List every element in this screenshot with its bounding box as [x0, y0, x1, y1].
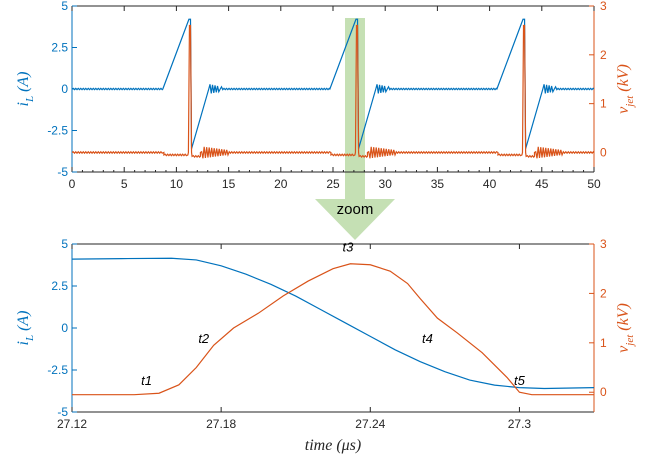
right-y-axis-label-sub: jet — [624, 334, 636, 348]
left-y-axis-label-sub: L — [24, 335, 36, 342]
zoom-arrow — [315, 18, 395, 240]
left-y-tick-label: 2.5 — [51, 279, 68, 293]
x-tick-label: 5 — [121, 177, 128, 191]
x-tick-label: 27.24 — [355, 417, 385, 431]
annotation-t5: t5 — [514, 373, 526, 388]
left-y-axis-label-main: i — [15, 341, 32, 345]
x-tick-label: 10 — [170, 177, 184, 191]
right-y-axis-label-unit: (kV) — [615, 64, 632, 96]
annotation-t3: t3 — [342, 239, 354, 254]
x-tick-label: 15 — [222, 177, 236, 191]
left-y-tick-label: 5 — [61, 237, 68, 251]
right-y-axis-label-sub: jet — [624, 95, 636, 109]
annotation-t4: t4 — [422, 331, 433, 346]
left-y-axis-label: iL (A) — [15, 71, 36, 106]
annotation-t2: t2 — [198, 331, 210, 346]
right-y-tick-label: 0 — [600, 385, 607, 399]
left-y-axis-label-unit: (A) — [15, 310, 32, 334]
x-tick-label: 27.18 — [206, 417, 236, 431]
series-line-right — [72, 263, 594, 396]
right-y-axis-label-main: v — [615, 106, 632, 114]
right-y-tick-label: 3 — [600, 237, 607, 251]
left-y-axis-label-main: i — [15, 102, 32, 106]
left-y-tick-label: 2.5 — [51, 41, 68, 55]
left-y-tick-label: 0 — [61, 321, 68, 335]
right-y-tick-label: 3 — [600, 0, 607, 13]
x-axis-label: time (μs) — [305, 437, 361, 454]
series-line-right — [72, 24, 594, 159]
left-y-tick-label: -5 — [57, 405, 68, 419]
right-y-tick-label: 2 — [600, 48, 607, 62]
right-y-tick-label: 1 — [600, 336, 607, 350]
right-y-axis-label: vjet (kV) — [615, 303, 636, 353]
series-line-left — [72, 257, 594, 390]
annotation-t1: t1 — [141, 373, 152, 388]
right-y-tick-label: 0 — [600, 145, 607, 159]
x-tick-label: 50 — [587, 177, 601, 191]
right-y-tick-label: 1 — [600, 97, 607, 111]
x-tick-label: 35 — [431, 177, 445, 191]
x-tick-label: 27.3 — [508, 417, 532, 431]
zoomed-chart: 27.12 27.18 27.24 27.3 -5 -2.5 0 2.5 5 0 1 2 3 iL (A)… — [15, 237, 636, 454]
left-y-tick-label: -2.5 — [47, 363, 68, 377]
x-tick-label: 27.12 — [57, 417, 87, 431]
x-tick-label: 45 — [535, 177, 549, 191]
left-y-axis-label: iL (A) — [15, 310, 36, 345]
x-tick-label: 20 — [274, 177, 288, 191]
left-y-axis-label-unit: (A) — [15, 71, 32, 95]
left-y-tick-label: -5 — [57, 165, 68, 179]
x-tick-label: 30 — [379, 177, 393, 191]
left-y-tick-label: -2.5 — [47, 124, 68, 138]
series-line-left — [72, 18, 594, 149]
left-y-axis-label-sub: L — [24, 96, 36, 103]
right-y-axis-label: vjet (kV) — [615, 64, 636, 114]
x-tick-label: 40 — [483, 177, 497, 191]
x-tick-label: 0 — [69, 177, 76, 191]
left-y-tick-label: 0 — [61, 82, 68, 96]
left-y-tick-label: 5 — [61, 0, 68, 13]
right-y-tick-label: 2 — [600, 286, 607, 300]
zoom-label: zoom — [337, 201, 374, 218]
x-tick-label: 25 — [326, 177, 340, 191]
right-y-axis-label-unit: (kV) — [615, 303, 632, 335]
right-y-axis-label-main: v — [615, 345, 632, 353]
